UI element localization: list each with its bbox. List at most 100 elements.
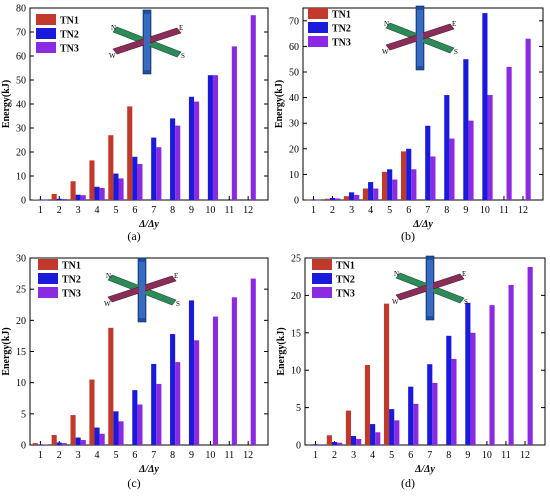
x-tick-label: 1 [38, 205, 43, 216]
y-tick-label: 0 [21, 196, 26, 207]
legend-swatch-tn1 [312, 259, 332, 270]
bar-tn2-4 [94, 427, 100, 445]
bar-tn3-12 [250, 15, 256, 201]
bar-tn2-1 [37, 199, 43, 201]
x-tick-label: 4 [370, 450, 375, 461]
x-tick-label: 5 [389, 450, 394, 461]
bar-tn2-5 [113, 411, 119, 445]
x-tick-label: 11 [224, 450, 234, 461]
bar-tn2-3 [351, 436, 357, 445]
x-axis-label: Δ/Δy [412, 219, 433, 230]
x-tick-label: 4 [368, 205, 373, 216]
y-tick-label: 15 [16, 347, 26, 358]
y-tick-label: 40 [289, 93, 299, 104]
compass-label-n: N [106, 272, 111, 280]
x-tick-label: 2 [332, 450, 337, 461]
bar-tn3-5 [118, 421, 124, 445]
y-tick-label: 10 [289, 170, 299, 181]
bar-tn1-4 [89, 379, 95, 445]
bar-tn2-6 [406, 148, 412, 200]
legend-swatch-tn3 [308, 36, 328, 47]
bar-tn3-3 [80, 195, 86, 200]
bar-tn3-2 [335, 198, 341, 200]
compass-label-n: N [384, 20, 389, 28]
x-tick-label: 6 [132, 450, 137, 461]
joint-diagram: N E W S [104, 257, 180, 323]
bar-tn1-5 [383, 303, 390, 445]
compass-label-e: E [452, 20, 456, 28]
y-tick-label: 25 [16, 285, 26, 296]
bar-tn3-6 [413, 403, 419, 445]
x-tick-label: 10 [482, 450, 492, 461]
compass-label-s: S [181, 52, 185, 60]
bar-tn2-6 [408, 386, 414, 445]
x-tick-label: 4 [95, 450, 100, 461]
x-tick-label: 6 [132, 205, 137, 216]
bar-tn3-1 [42, 444, 49, 445]
bar-tn3-2 [61, 443, 67, 445]
legend-swatch-tn3 [312, 287, 332, 298]
y-tick-label: 50 [16, 76, 26, 87]
compass-label-w: W [109, 52, 116, 60]
x-tick-label: 10 [205, 205, 215, 216]
compass-label-w: W [392, 298, 399, 306]
bar-tn3-8 [449, 138, 455, 200]
x-tick-label: 1 [38, 450, 43, 461]
legend-label-tn3: TN3 [336, 289, 355, 300]
bar-tn2-9 [463, 59, 469, 201]
bar-tn3-6 [411, 169, 417, 200]
legend-swatch-tn2 [38, 273, 58, 284]
bar-tn2-6 [132, 156, 138, 200]
legend-swatch-tn3 [36, 42, 56, 53]
bar-tn3-4 [375, 432, 381, 445]
compass-label-n: N [111, 24, 116, 32]
bar-tn2-8 [444, 95, 450, 200]
bar-tn3-1 [42, 199, 49, 201]
y-tick-label: 30 [16, 124, 26, 135]
bar-tn1-2 [51, 435, 57, 445]
bar-tn1-2 [324, 198, 330, 200]
compass-label-s: S [454, 48, 458, 56]
bar-tn3-10 [487, 95, 493, 200]
bar-tn3-9 [194, 340, 200, 445]
bar-tn3-11 [506, 66, 512, 200]
y-tick-label: 30 [16, 254, 26, 265]
x-tick-label: 10 [205, 450, 215, 461]
y-tick-label: 20 [289, 144, 299, 155]
legend-label-tn1: TN1 [332, 10, 351, 21]
legend-label-tn3: TN3 [332, 38, 351, 49]
x-tick-label: 10 [480, 205, 490, 216]
column-face [144, 14, 150, 70]
legend-label-tn3: TN3 [60, 44, 79, 55]
bar-tn3-11 [508, 284, 514, 445]
bar-tn2-7 [151, 363, 157, 445]
x-tick-label: 11 [501, 450, 511, 461]
bar-tn1-1 [32, 199, 38, 201]
plot-frame [304, 257, 546, 446]
x-tick-label: 5 [113, 205, 118, 216]
joint-diagram: N E W S [392, 255, 468, 321]
bar-tn3-7 [432, 382, 438, 445]
bar-tn3-4 [99, 433, 105, 445]
x-axis-label: Δ/Δy [414, 464, 435, 475]
y-tick-label: 40 [16, 100, 26, 111]
bar-tn3-1 [316, 199, 322, 201]
bar-tn1-6 [401, 151, 407, 200]
bar-tn1-4 [362, 188, 369, 200]
x-tick-label: 7 [427, 450, 432, 461]
joint-diagram: N E W S [382, 5, 458, 71]
legend: TN1 TN2 TN3 [312, 259, 355, 300]
bar-tn3-2 [337, 442, 343, 445]
bar-tn1-1 [307, 444, 313, 445]
bar-tn2-6 [132, 390, 138, 445]
bar-tn2-2 [56, 442, 62, 445]
bar-tn3-5 [394, 420, 400, 445]
bar-tn2-4 [368, 182, 374, 200]
bar-tn1-5 [108, 327, 114, 445]
legend-swatch-tn3 [38, 287, 58, 298]
bar-tn2-8 [170, 118, 176, 200]
x-tick-label: 3 [76, 205, 81, 216]
bar-tn3-4 [373, 188, 379, 200]
y-tick-label: 30 [289, 119, 299, 130]
y-tick-label: 25 [291, 254, 301, 265]
